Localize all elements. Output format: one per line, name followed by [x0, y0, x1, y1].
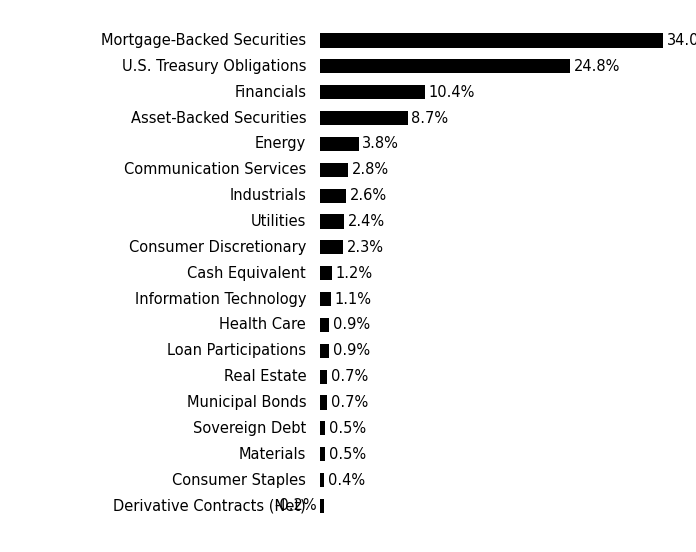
Text: Financials: Financials: [235, 85, 306, 100]
Text: Utilities: Utilities: [251, 214, 306, 229]
FancyBboxPatch shape: [320, 499, 324, 513]
Text: Loan Participations: Loan Participations: [167, 343, 306, 358]
Text: 34.0%: 34.0%: [667, 33, 696, 48]
Text: Materials: Materials: [239, 447, 306, 461]
FancyBboxPatch shape: [320, 473, 324, 487]
FancyBboxPatch shape: [320, 447, 325, 461]
Text: 2.3%: 2.3%: [347, 240, 384, 255]
Text: -0.2%: -0.2%: [274, 498, 317, 513]
FancyBboxPatch shape: [320, 369, 327, 384]
Text: Consumer Staples: Consumer Staples: [173, 473, 306, 487]
Text: 0.9%: 0.9%: [333, 317, 370, 332]
Text: 0.5%: 0.5%: [329, 421, 366, 436]
Text: Health Care: Health Care: [219, 317, 306, 332]
Text: U.S. Treasury Obligations: U.S. Treasury Obligations: [122, 59, 306, 74]
Text: 1.1%: 1.1%: [335, 291, 372, 306]
FancyBboxPatch shape: [320, 189, 347, 203]
FancyBboxPatch shape: [320, 137, 358, 151]
Text: 2.8%: 2.8%: [352, 162, 389, 177]
Text: Communication Services: Communication Services: [124, 162, 306, 177]
Text: Derivative Contracts (Net): Derivative Contracts (Net): [113, 498, 306, 513]
FancyBboxPatch shape: [320, 111, 408, 125]
Text: 2.4%: 2.4%: [348, 214, 385, 229]
Text: 1.2%: 1.2%: [335, 266, 373, 281]
Text: 0.9%: 0.9%: [333, 343, 370, 358]
FancyBboxPatch shape: [320, 59, 571, 73]
Text: 0.7%: 0.7%: [331, 369, 368, 384]
Text: 2.6%: 2.6%: [350, 188, 387, 203]
FancyBboxPatch shape: [320, 240, 343, 254]
Text: Mortgage-Backed Securities: Mortgage-Backed Securities: [101, 33, 306, 48]
Text: 10.4%: 10.4%: [429, 85, 475, 100]
Text: 0.7%: 0.7%: [331, 395, 368, 410]
FancyBboxPatch shape: [320, 292, 331, 306]
Text: 8.7%: 8.7%: [411, 110, 448, 126]
Text: Real Estate: Real Estate: [223, 369, 306, 384]
Text: 24.8%: 24.8%: [574, 59, 620, 74]
Text: Cash Equivalent: Cash Equivalent: [187, 266, 306, 281]
FancyBboxPatch shape: [320, 34, 663, 47]
Text: 3.8%: 3.8%: [362, 136, 399, 151]
Text: Municipal Bonds: Municipal Bonds: [187, 395, 306, 410]
FancyBboxPatch shape: [320, 318, 329, 332]
Text: Industrials: Industrials: [230, 188, 306, 203]
FancyBboxPatch shape: [320, 395, 327, 410]
FancyBboxPatch shape: [320, 214, 345, 229]
FancyBboxPatch shape: [320, 421, 325, 436]
Text: Energy: Energy: [255, 136, 306, 151]
FancyBboxPatch shape: [320, 163, 349, 177]
Text: 0.4%: 0.4%: [328, 473, 365, 487]
FancyBboxPatch shape: [320, 344, 329, 358]
Text: Asset-Backed Securities: Asset-Backed Securities: [131, 110, 306, 126]
Text: 0.5%: 0.5%: [329, 447, 366, 461]
Text: Consumer Discretionary: Consumer Discretionary: [129, 240, 306, 255]
FancyBboxPatch shape: [320, 266, 332, 280]
Text: Information Technology: Information Technology: [135, 291, 306, 306]
Text: Sovereign Debt: Sovereign Debt: [193, 421, 306, 436]
FancyBboxPatch shape: [320, 85, 425, 99]
